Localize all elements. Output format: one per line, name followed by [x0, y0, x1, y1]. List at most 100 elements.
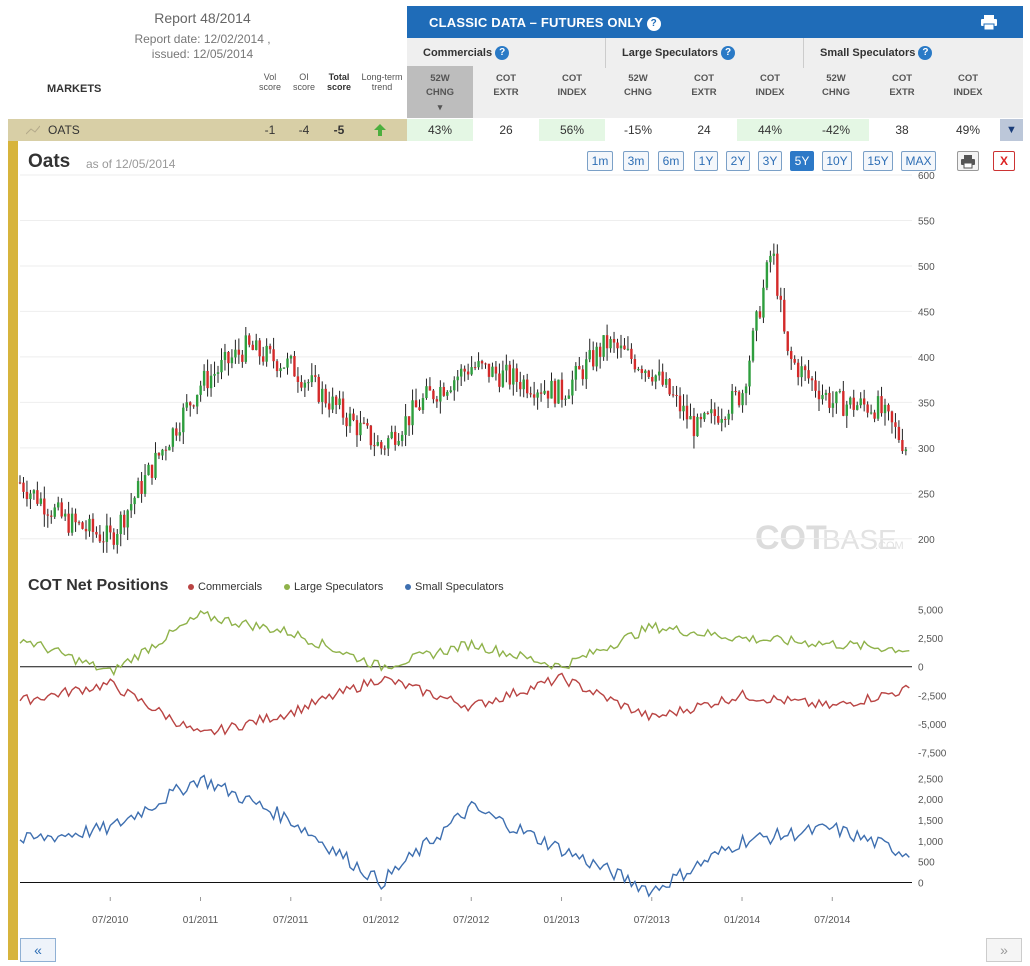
candle-body	[400, 434, 404, 441]
candle-body	[439, 386, 442, 402]
candle-body	[633, 359, 637, 370]
legend-commercials[interactable]: Commercials	[188, 581, 262, 593]
market-name[interactable]: OATS	[48, 123, 80, 137]
legend-small-speculators[interactable]: Small Speculators	[405, 581, 504, 593]
candle-body	[157, 452, 161, 456]
candle-body	[393, 431, 397, 445]
column-header-8[interactable]: COT INDEX	[953, 73, 983, 98]
candle-body	[536, 392, 539, 398]
expand-row-button[interactable]: ▼	[1000, 119, 1023, 141]
row-accent-bar	[8, 119, 18, 960]
candle-body	[32, 490, 36, 494]
price-tick-label: 250	[918, 489, 935, 500]
candle-body	[39, 498, 43, 504]
candle-body	[383, 448, 386, 450]
vol-score-header[interactable]: Vol score	[258, 72, 281, 92]
range-button-2y[interactable]: 2Y	[726, 151, 750, 171]
range-button-15y[interactable]: 15Y	[863, 151, 893, 171]
candle-body	[609, 339, 612, 349]
candle-body	[658, 371, 661, 376]
candle-body	[248, 335, 251, 345]
sorted-column-highlight	[407, 66, 473, 118]
small-tick-label: 2,500	[918, 774, 943, 785]
print-button[interactable]	[957, 151, 979, 171]
column-header-2[interactable]: COT INDEX	[557, 73, 587, 98]
range-button-3m[interactable]: 3m	[623, 151, 649, 171]
candle-body	[81, 522, 84, 529]
column-header-0[interactable]: 52W CHNG ▾	[410, 72, 470, 114]
candle-body	[595, 346, 598, 367]
candle-body	[63, 513, 67, 517]
candle-body	[136, 480, 140, 498]
print-icon[interactable]	[981, 15, 997, 30]
range-button-1m[interactable]: 1m	[587, 151, 613, 171]
close-button[interactable]: X	[993, 151, 1015, 171]
candle-body	[717, 415, 720, 423]
candle-body	[154, 452, 157, 478]
column-header-7[interactable]: COT EXTR	[889, 73, 915, 98]
range-button-1y[interactable]: 1Y	[694, 151, 718, 171]
candle-body	[880, 396, 883, 414]
candle-body	[272, 349, 275, 362]
oi-score-header[interactable]: OI score	[292, 72, 315, 92]
column-header-4[interactable]: COT EXTR	[691, 73, 717, 98]
candle-body	[345, 417, 348, 427]
candle-body	[734, 391, 737, 393]
column-header-6[interactable]: 52W CHNG	[822, 73, 850, 98]
candle-body	[519, 381, 522, 390]
candle-body	[60, 502, 63, 517]
group-small-speculators: Small Speculators ?	[820, 46, 933, 60]
range-button-10y[interactable]: 10Y	[822, 151, 852, 171]
small-tick-label: 2,000	[918, 795, 943, 806]
candle-body	[227, 351, 230, 364]
cot-tick-label: 5,000	[918, 606, 943, 617]
candle-body	[366, 423, 369, 426]
candle-body	[585, 359, 588, 380]
column-header-1[interactable]: COT EXTR	[493, 73, 519, 98]
candle-body	[790, 351, 793, 359]
cot-value-0: 43%	[407, 119, 473, 141]
report-date: Report date: 12/02/2014 ,	[134, 32, 271, 46]
range-button-6m[interactable]: 6m	[658, 151, 684, 171]
candle-body	[647, 370, 650, 377]
candle-body	[480, 361, 484, 364]
range-button-3y[interactable]: 3Y	[758, 151, 782, 171]
candle-body	[852, 397, 855, 410]
help-icon[interactable]: ?	[646, 16, 661, 31]
candle-body	[88, 518, 91, 532]
scroll-right-button[interactable]: »	[986, 938, 1022, 962]
help-icon[interactable]: ?	[918, 46, 933, 60]
column-header-5[interactable]: COT INDEX	[755, 73, 785, 98]
legend-large-speculators[interactable]: Large Speculators	[284, 581, 383, 593]
help-icon[interactable]: ?	[495, 46, 510, 60]
candle-body	[57, 502, 60, 508]
trend-header[interactable]: Long-term trend	[361, 72, 403, 92]
candle-body	[765, 262, 769, 288]
candle-body	[755, 311, 758, 331]
candle-body	[710, 409, 713, 414]
help-icon[interactable]: ?	[721, 46, 736, 60]
x-tick-label: 07/2010	[92, 915, 129, 926]
candle-body	[275, 361, 279, 372]
column-header-3[interactable]: 52W CHNG	[624, 73, 652, 98]
series-commercials	[19, 672, 910, 736]
chart-title: Oats	[28, 151, 71, 172]
candle-body	[189, 402, 192, 406]
candle-body	[161, 449, 164, 456]
candle-body	[616, 342, 619, 349]
candle-body	[310, 375, 314, 383]
candle-body	[553, 380, 557, 404]
candle-body	[407, 416, 411, 426]
candle-body	[706, 412, 710, 414]
range-button-max[interactable]: MAX	[901, 151, 936, 171]
report-issued: issued: 12/05/2014	[151, 47, 254, 61]
candle-body	[50, 515, 53, 517]
total-score-header[interactable]: Total score	[326, 72, 352, 92]
market-row-oats[interactable]: OATS -1 -4 -5 43% 26 56% -15% 24 44% -42% 38 49%	[8, 119, 1023, 141]
candle-body	[612, 339, 616, 343]
vol-score: -1	[264, 123, 276, 137]
scroll-left-button[interactable]: «	[20, 938, 56, 962]
range-button-5y[interactable]: 5Y	[790, 151, 814, 171]
cot-value-4: 24	[671, 119, 737, 141]
candle-body	[849, 397, 852, 405]
